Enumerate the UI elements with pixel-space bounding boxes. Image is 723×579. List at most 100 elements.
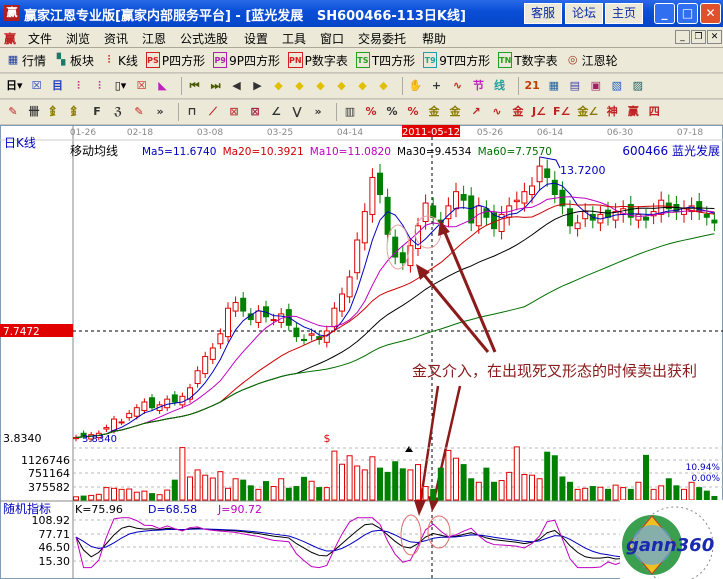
menu-item-8[interactable]: 交易委托 bbox=[358, 32, 407, 46]
ps-button[interactable]: PS P四方形 bbox=[145, 52, 205, 69]
si-angle-button[interactable]: 四 bbox=[647, 104, 663, 120]
percent-button[interactable]: % bbox=[385, 104, 401, 120]
t9-button[interactable]: T9 9T四方形 bbox=[423, 52, 490, 69]
kline3-button[interactable]: ⫶ bbox=[72, 78, 88, 94]
print-button[interactable]: ▧ bbox=[610, 78, 626, 94]
tn-button[interactable]: TN T数字表 bbox=[498, 52, 558, 69]
gold-red-button[interactable]: 金 bbox=[511, 104, 527, 120]
pen-icon: ✎ bbox=[8, 105, 18, 118]
spiral-button[interactable]: ℨ bbox=[111, 104, 127, 120]
fib-button[interactable]: F bbox=[90, 104, 106, 120]
gold-angle-button[interactable]: 金∠ bbox=[577, 104, 600, 120]
menu-item-3[interactable]: 江恩 bbox=[142, 32, 167, 46]
minimize-icon[interactable]: _ bbox=[654, 3, 675, 24]
gann-grid-button[interactable]: ⊠ bbox=[248, 104, 264, 120]
close-icon[interactable]: ✕ bbox=[700, 3, 721, 24]
prev-button[interactable]: ◀ bbox=[230, 78, 246, 94]
menu-item-6[interactable]: 工具 bbox=[282, 32, 307, 46]
ts-button[interactable]: TS T四方形 bbox=[355, 52, 415, 69]
volume-bar bbox=[635, 481, 642, 501]
speed-fan-button[interactable]: ⟋ bbox=[206, 104, 222, 120]
kline-button[interactable]: ⫶ K线 bbox=[102, 52, 138, 69]
mdi-minimize-icon[interactable]: _ bbox=[675, 30, 690, 44]
zoom-v-button[interactable]: ◆ bbox=[377, 78, 393, 94]
zoom-star-button[interactable]: ◆ bbox=[356, 78, 372, 94]
box-button[interactable]: ⊓ bbox=[185, 104, 201, 120]
gold-circle-button[interactable]: 金 bbox=[427, 104, 443, 120]
network-button[interactable]: ▨ bbox=[631, 78, 647, 94]
kline-chart-panel[interactable]: 01-26 02-18 03-08 03-25 04-14 05-26 06-14 06-30… bbox=[0, 125, 723, 579]
p9-button[interactable]: P9 9P四方形 bbox=[213, 52, 280, 69]
menu-item-4[interactable]: 公式选股 bbox=[180, 32, 229, 46]
cursor-date-box bbox=[402, 125, 460, 137]
save-button[interactable]: ▣ bbox=[589, 78, 605, 94]
grid-lines-button[interactable]: 卌 bbox=[27, 104, 43, 120]
menu-item-5[interactable]: 设置 bbox=[244, 32, 269, 46]
candle-type-button[interactable]: ▯▾ bbox=[114, 78, 130, 94]
gold-a-button[interactable]: 釒 bbox=[48, 104, 64, 120]
notes-button[interactable]: 目 bbox=[51, 78, 67, 94]
sector-blocks-button[interactable]: ▚ 板块 bbox=[54, 52, 94, 69]
document-button[interactable]: ▤ bbox=[568, 78, 584, 94]
j-angle-button[interactable]: J∠ bbox=[532, 104, 548, 120]
ying-angle-button[interactable]: 赢 bbox=[626, 104, 642, 120]
mdi-restore-icon[interactable]: ❐ bbox=[691, 30, 706, 44]
volume-bar bbox=[536, 478, 543, 501]
gann-box-button[interactable]: ⊠ bbox=[227, 104, 243, 120]
table-button[interactable]: ▥ bbox=[343, 104, 359, 120]
forum-button[interactable]: 论坛 bbox=[565, 3, 603, 24]
candle-body bbox=[255, 310, 262, 323]
calculator-button[interactable]: ▦ bbox=[547, 78, 563, 94]
angle-button[interactable]: ∠ bbox=[269, 104, 285, 120]
gann-wheel-button[interactable]: ◎ 江恩轮 bbox=[566, 52, 618, 69]
menu-item-9[interactable]: 帮助 bbox=[422, 32, 447, 46]
arrow-tool-button[interactable]: ↗ bbox=[469, 104, 485, 120]
hand-button[interactable]: ✋ bbox=[409, 78, 425, 94]
percent-bars-button[interactable]: % bbox=[406, 104, 422, 120]
gold-b-button[interactable]: 釒 bbox=[69, 104, 85, 120]
line-button[interactable]: ∿ bbox=[451, 78, 467, 94]
xian-button[interactable]: 线 bbox=[493, 78, 509, 94]
volume-bar bbox=[513, 446, 520, 501]
pen-button[interactable]: ✎ bbox=[6, 104, 22, 120]
period-day-button[interactable]: 日▾ bbox=[6, 78, 25, 94]
menu-item-7[interactable]: 窗口 bbox=[320, 32, 345, 46]
crosshair-button[interactable]: + bbox=[430, 78, 446, 94]
app-menu-icon[interactable]: 赢 bbox=[4, 32, 17, 46]
volume-bar bbox=[498, 480, 505, 501]
maximize-icon[interactable]: □ bbox=[677, 3, 698, 24]
next-button[interactable]: ▶ bbox=[251, 78, 267, 94]
menu-item-1[interactable]: 浏览 bbox=[66, 32, 91, 46]
shen-angle-button[interactable]: 神 bbox=[605, 104, 621, 120]
menu-item-2[interactable]: 资讯 bbox=[104, 32, 129, 46]
homepage-button[interactable]: 主页 bbox=[605, 3, 643, 24]
percent-line-button[interactable]: % bbox=[364, 104, 380, 120]
customer-service-button[interactable]: 客服 bbox=[524, 3, 562, 24]
flag-button[interactable]: ◣ bbox=[156, 78, 172, 94]
wave-button[interactable]: ⋁ bbox=[290, 104, 306, 120]
calendar-button[interactable]: 21 bbox=[525, 78, 542, 94]
compare-button[interactable]: ☒ bbox=[30, 78, 46, 94]
f-angle-button[interactable]: F∠ bbox=[553, 104, 572, 120]
fan-button[interactable]: ✎ bbox=[132, 104, 148, 120]
first-button[interactable]: ⏮ bbox=[188, 78, 204, 94]
zoom-x-button[interactable]: ◆ bbox=[335, 78, 351, 94]
gold-lines-button[interactable]: 金 bbox=[448, 104, 464, 120]
candle bbox=[445, 197, 452, 227]
last-button[interactable]: ⏭ bbox=[209, 78, 225, 94]
sine-button[interactable]: ∿ bbox=[490, 104, 506, 120]
more2-button[interactable]: » bbox=[311, 104, 327, 120]
zoom-h-button[interactable]: ◆ bbox=[314, 78, 330, 94]
pn-button[interactable]: PN P数字表 bbox=[288, 52, 348, 69]
jie-button[interactable]: 节 bbox=[472, 78, 488, 94]
cross-button[interactable]: ☒ bbox=[135, 78, 151, 94]
kline9-button[interactable]: ⫶ bbox=[93, 78, 109, 94]
menu-item-0[interactable]: 文件 bbox=[28, 32, 53, 46]
quote-table-button[interactable]: ▦ 行情 bbox=[6, 52, 46, 69]
mdi-close-icon[interactable]: ✕ bbox=[707, 30, 722, 44]
zoom-right-button[interactable]: ◆ bbox=[293, 78, 309, 94]
zoom-left-button[interactable]: ◆ bbox=[272, 78, 288, 94]
kline-chart[interactable]: 01-26 02-18 03-08 03-25 04-14 05-26 06-14 06-30… bbox=[0, 125, 723, 579]
volume-bar bbox=[73, 496, 79, 501]
more-button[interactable]: » bbox=[153, 104, 169, 120]
